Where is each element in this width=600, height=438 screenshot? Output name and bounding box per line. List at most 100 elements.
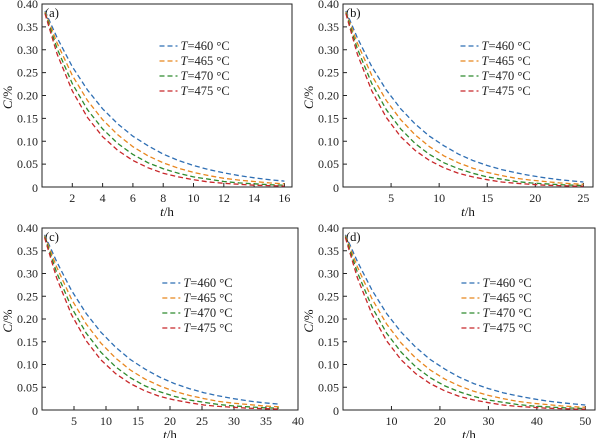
x-axis-title-symbol: t	[163, 427, 167, 438]
chart-panel: 0.05 0.10 0.15 0.20 0.25 0.30 0.35 0.40 0 5 10 15 20…	[301, 0, 594, 219]
x-tick-label: 25	[196, 414, 208, 428]
x-tick-label: 2	[69, 191, 75, 205]
series-line-460	[44, 10, 285, 182]
y-tick-label: 0.35	[318, 20, 339, 34]
x-tick-label: 10	[188, 191, 200, 205]
legend-label-460: T=460 °C	[482, 276, 531, 290]
y-tick-label: 0.40	[318, 0, 339, 11]
x-tick-label: 4	[100, 191, 106, 205]
legend-value: =465 °C	[488, 54, 530, 68]
y-axis-title-unit: /%	[0, 86, 15, 101]
legend-value: =475 °C	[190, 321, 232, 335]
legend-value: =460 °C	[187, 39, 229, 53]
x-tick-label: 15	[481, 191, 493, 205]
legend-value: =470 °C	[187, 69, 229, 83]
y-axis-title: C/%	[301, 86, 316, 109]
chart-panel: 0.05 0.10 0.15 0.20 0.25 0.30 0.35 0.40 0 10 20 30 4…	[301, 221, 596, 438]
x-tick-label: 15	[132, 414, 144, 428]
legend-symbol: T	[181, 84, 189, 98]
y-tick-label: 0.30	[17, 267, 38, 281]
y-axis-title: C/%	[0, 309, 15, 332]
y-tick-label: 0.25	[318, 289, 339, 303]
x-tick-label: 10	[385, 414, 397, 428]
origin-label: 0	[333, 181, 339, 195]
x-axis-title: t/h	[462, 427, 476, 438]
plot-frame	[41, 227, 299, 411]
y-tick-label: 0.10	[17, 358, 38, 372]
y-tick-label: 0.15	[17, 335, 38, 349]
x-tick-label: 10	[433, 191, 445, 205]
y-tick-label: 0.10	[17, 134, 38, 148]
series-line-475	[43, 237, 279, 410]
legend-symbol: T	[183, 306, 191, 320]
y-axis-title-unit: /%	[301, 86, 316, 101]
x-tick-label: 25	[577, 191, 589, 205]
series-line-465	[345, 11, 584, 185]
y-tick-label: 0.30	[17, 43, 38, 57]
legend-label-460: T=460 °C	[183, 276, 232, 290]
y-tick-label: 0.25	[318, 66, 339, 80]
legend-label-460: T=460 °C	[482, 39, 531, 53]
legend-symbol: T	[183, 276, 191, 290]
legend-symbol: T	[482, 306, 490, 320]
legend-value: =475 °C	[488, 84, 530, 98]
legend-label-475: T=475 °C	[482, 321, 531, 335]
y-tick-label: 0.10	[318, 358, 339, 372]
legend-value: =460 °C	[488, 39, 530, 53]
legend-symbol: T	[482, 276, 490, 290]
panel-label: (c)	[45, 230, 59, 244]
x-tick-label: 30	[228, 414, 240, 428]
x-axis-title: t/h	[160, 204, 174, 219]
y-tick-label: 0.20	[17, 89, 38, 103]
x-tick-label: 20	[164, 414, 176, 428]
legend-value: =465 °C	[187, 54, 229, 68]
y-tick-label: 0.35	[17, 244, 38, 258]
y-tick-label: 0.20	[318, 89, 339, 103]
legend-symbol: T	[482, 291, 490, 305]
legend-label-475: T=475 °C	[482, 84, 531, 98]
y-axis-title-unit: /%	[301, 309, 316, 324]
x-tick-label: 50	[579, 414, 591, 428]
y-tick-label: 0.20	[17, 312, 38, 326]
x-axis-title-symbol: t	[160, 204, 164, 219]
y-tick-label: 0.05	[318, 380, 339, 394]
series-line-465	[44, 11, 285, 185]
x-tick-label: 35	[260, 414, 272, 428]
legend-symbol: T	[482, 321, 490, 335]
x-axis-title-unit: /h	[465, 204, 476, 219]
chart-panel: 0.05 0.10 0.15 0.20 0.25 0.30 0.35 0.40 0 5 10 15 20…	[0, 221, 304, 438]
y-tick-label: 0.40	[17, 221, 38, 235]
legend-value: =460 °C	[489, 276, 531, 290]
series-line-475	[344, 237, 586, 410]
series-line-470	[345, 12, 584, 187]
y-axis-title-symbol: C	[0, 100, 15, 109]
x-axis-title: t/h	[461, 204, 475, 219]
x-tick-label: 10	[100, 414, 112, 428]
x-tick-label: 20	[529, 191, 541, 205]
x-tick-label: 40	[531, 414, 543, 428]
series-line-460	[345, 10, 584, 183]
origin-label: 0	[333, 404, 339, 418]
x-tick-label: 6	[130, 191, 136, 205]
legend-label-465: T=465 °C	[482, 54, 531, 68]
legend-label-465: T=465 °C	[482, 291, 531, 305]
y-tick-label: 0.15	[17, 111, 38, 125]
y-axis-title-symbol: C	[0, 324, 15, 333]
y-tick-label: 0.25	[17, 289, 38, 303]
y-tick-label: 0.20	[318, 312, 339, 326]
y-tick-label: 0.05	[17, 380, 38, 394]
y-tick-label: 0.05	[318, 157, 339, 171]
y-tick-label: 0.35	[318, 244, 339, 258]
legend-value: =470 °C	[190, 306, 232, 320]
series-line-470	[344, 236, 586, 410]
x-tick-label: 8	[160, 191, 166, 205]
y-tick-label: 0.15	[318, 111, 339, 125]
chart-panel: 0.05 0.10 0.15 0.20 0.25 0.30 0.35 0.40 0 2 4 6 8 10 1…	[0, 0, 293, 219]
legend-symbol: T	[181, 39, 189, 53]
x-tick-label: 12	[218, 191, 230, 205]
x-tick-label: 5	[71, 414, 77, 428]
y-tick-label: 0.10	[318, 134, 339, 148]
series-line-460	[44, 234, 279, 405]
y-tick-label: 0.30	[318, 43, 339, 57]
